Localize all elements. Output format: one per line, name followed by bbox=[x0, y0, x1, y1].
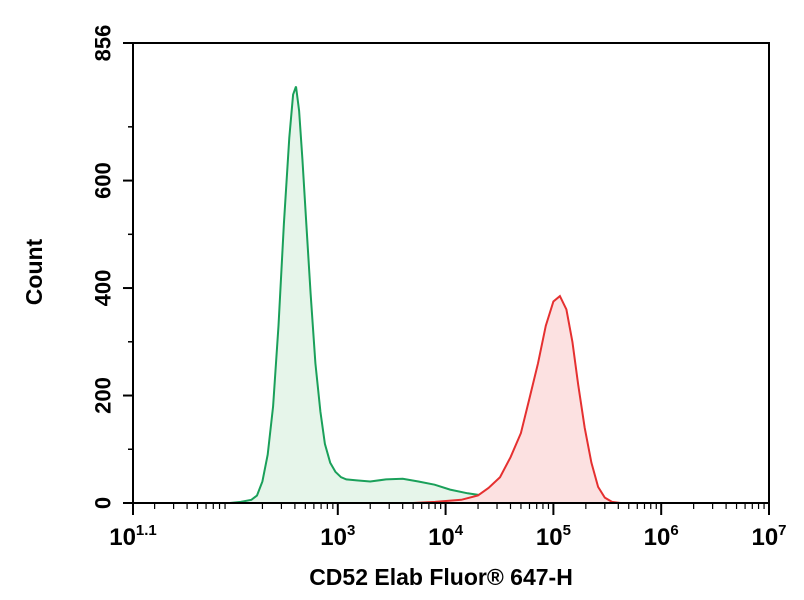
y-tick-label: 600 bbox=[91, 162, 116, 199]
histogram-line-2 bbox=[413, 294, 621, 504]
plot-area bbox=[229, 86, 621, 504]
histogram-line-1 bbox=[229, 86, 549, 504]
y-tick-label: 400 bbox=[91, 270, 116, 307]
x-tick-label: 107 bbox=[751, 522, 786, 551]
histogram-fill-2 bbox=[413, 296, 621, 503]
y-tick-label: 856 bbox=[91, 25, 116, 62]
histogram-fill-1 bbox=[230, 86, 549, 503]
x-tick-label: 103 bbox=[320, 522, 355, 551]
y-tick-label: 0 bbox=[91, 497, 116, 509]
x-tick-label: 104 bbox=[428, 522, 464, 551]
x-tick-label: 106 bbox=[644, 522, 679, 551]
x-tick-label: 105 bbox=[536, 522, 571, 551]
plot-frame bbox=[132, 42, 770, 504]
x-axis-title: CD52 Elab Fluor® 647-H bbox=[309, 564, 573, 590]
x-tick-label: 101.1 bbox=[109, 522, 157, 551]
y-tick-label: 200 bbox=[91, 377, 116, 414]
y-axis-title: Count bbox=[21, 238, 47, 305]
axes: 0 200 400 600 856 101.1 103 104 105 106 107 bbox=[91, 25, 787, 551]
